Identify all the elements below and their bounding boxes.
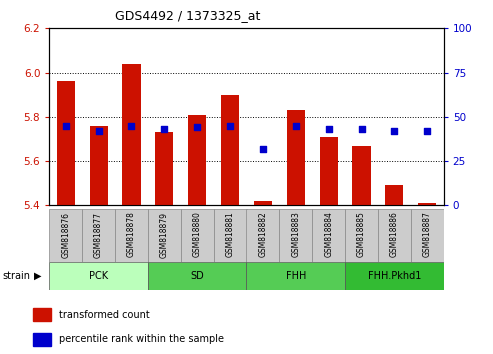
Text: GSM818877: GSM818877 bbox=[94, 211, 103, 257]
Text: GSM818883: GSM818883 bbox=[291, 211, 300, 257]
Bar bbox=[280, 209, 312, 262]
Point bbox=[325, 126, 333, 132]
Bar bbox=[122, 64, 141, 205]
Point bbox=[226, 123, 234, 129]
Text: GSM818879: GSM818879 bbox=[160, 211, 169, 257]
Bar bbox=[115, 209, 148, 262]
Bar bbox=[34, 308, 51, 321]
Bar bbox=[57, 81, 75, 205]
Bar bbox=[246, 209, 280, 262]
Text: ▶: ▶ bbox=[34, 271, 41, 281]
Text: FHH: FHH bbox=[285, 271, 306, 281]
Bar bbox=[386, 185, 403, 205]
Point bbox=[95, 128, 103, 134]
Bar bbox=[148, 209, 181, 262]
Bar bbox=[411, 209, 444, 262]
Text: GSM818884: GSM818884 bbox=[324, 211, 333, 257]
Point bbox=[193, 125, 201, 130]
Point bbox=[292, 123, 300, 129]
Text: FHH.Pkhd1: FHH.Pkhd1 bbox=[368, 271, 421, 281]
Text: GDS4492 / 1373325_at: GDS4492 / 1373325_at bbox=[115, 9, 260, 22]
Text: SD: SD bbox=[190, 271, 204, 281]
Bar bbox=[312, 209, 345, 262]
Bar bbox=[345, 262, 444, 290]
Text: transformed count: transformed count bbox=[59, 309, 150, 320]
Bar bbox=[345, 209, 378, 262]
Text: GSM818881: GSM818881 bbox=[226, 211, 235, 257]
Text: GSM818886: GSM818886 bbox=[390, 211, 399, 257]
Text: GSM818878: GSM818878 bbox=[127, 211, 136, 257]
Bar bbox=[213, 209, 246, 262]
Bar bbox=[287, 110, 305, 205]
Bar bbox=[148, 262, 246, 290]
Text: strain: strain bbox=[2, 271, 31, 281]
Bar bbox=[246, 262, 345, 290]
Bar bbox=[188, 115, 206, 205]
Text: GSM818885: GSM818885 bbox=[357, 211, 366, 257]
Text: GSM818887: GSM818887 bbox=[423, 211, 432, 257]
Point bbox=[128, 123, 136, 129]
Text: PCK: PCK bbox=[89, 271, 108, 281]
Bar bbox=[90, 126, 107, 205]
Bar bbox=[418, 203, 436, 205]
Bar bbox=[49, 262, 148, 290]
Bar bbox=[221, 95, 239, 205]
Bar bbox=[49, 209, 82, 262]
Bar bbox=[181, 209, 213, 262]
Point bbox=[423, 128, 431, 134]
Point bbox=[160, 126, 168, 132]
Bar bbox=[352, 145, 371, 205]
Text: GSM818876: GSM818876 bbox=[61, 211, 70, 257]
Text: GSM818880: GSM818880 bbox=[193, 211, 202, 257]
Text: percentile rank within the sample: percentile rank within the sample bbox=[59, 334, 224, 344]
Bar bbox=[378, 209, 411, 262]
Bar bbox=[34, 333, 51, 346]
Point bbox=[357, 126, 365, 132]
Point bbox=[62, 123, 70, 129]
Point bbox=[390, 128, 398, 134]
Bar bbox=[254, 201, 272, 205]
Bar bbox=[155, 132, 174, 205]
Point bbox=[259, 146, 267, 152]
Text: GSM818882: GSM818882 bbox=[258, 211, 267, 257]
Bar bbox=[319, 137, 338, 205]
Bar bbox=[82, 209, 115, 262]
